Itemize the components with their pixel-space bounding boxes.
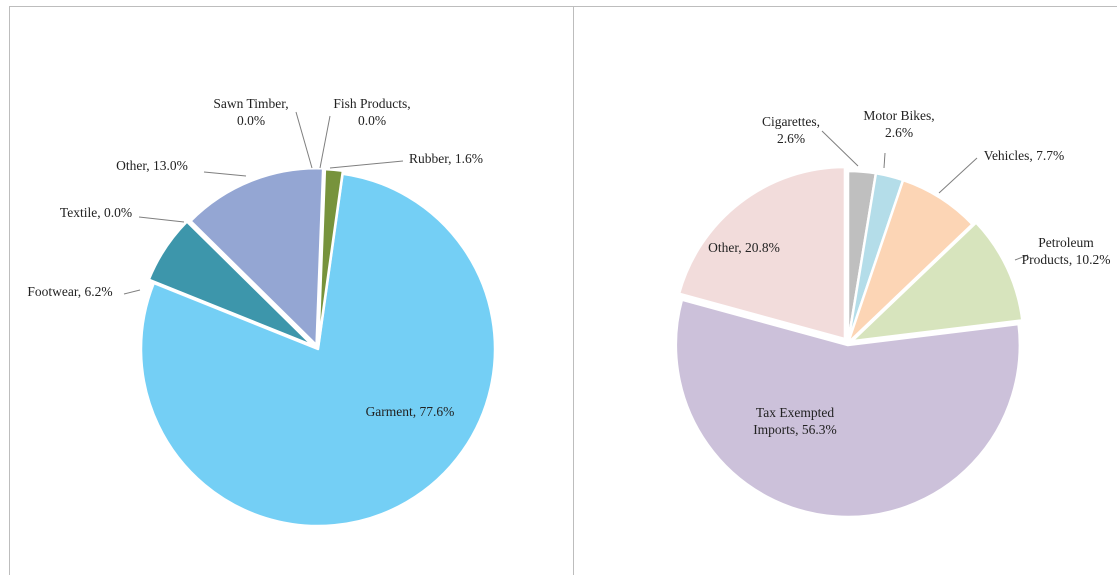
slice-data-label: Rubber, 1.6%	[409, 151, 483, 166]
left-panel-border	[9, 6, 10, 575]
pie-slice	[317, 167, 345, 348]
pie-slice	[677, 165, 847, 341]
leader-line	[123, 289, 141, 295]
leader-line	[883, 152, 886, 169]
pie-slice	[189, 167, 325, 347]
pie-slice	[139, 172, 497, 528]
imports-pie-chart: Cigarettes, 2.6% Motor Bikes, 2.6% Vehicles,…	[674, 108, 1111, 519]
slice-data-label: Other, 20.8%	[708, 240, 780, 255]
slice-data-label: Sawn Timber, 0.0%	[213, 96, 288, 128]
exports-pie-chart: Garment, 77.6% Footwear, 6.2% Textile, 0.0…	[27, 96, 497, 528]
pie-slice	[147, 220, 315, 347]
pie-slice	[850, 221, 1024, 343]
leader-line	[329, 160, 404, 169]
slice-data-label: Other, 13.0%	[116, 158, 188, 173]
slice-data-label: Garment, 77.6%	[366, 404, 455, 419]
leader-line	[1014, 254, 1029, 261]
leader-line	[821, 130, 859, 167]
slice-data-label: Footwear, 6.2%	[27, 284, 112, 299]
pie-slice	[846, 178, 974, 345]
pie-slice	[674, 298, 1022, 519]
top-border	[9, 6, 1117, 7]
slice-data-label: Vehicles, 7.7%	[984, 148, 1065, 163]
slice-data-label: Cigarettes, 2.6%	[762, 114, 820, 146]
leader-line	[203, 171, 247, 177]
slice-data-label: Fish Products, 0.0%	[333, 96, 410, 128]
leader-line	[138, 216, 185, 223]
leader-line	[319, 115, 331, 169]
slice-data-label: Textile, 0.0%	[60, 205, 132, 220]
slice-data-label: Petroleum Products, 10.2%	[1022, 235, 1111, 267]
slice-data-label: Tax Exempted Imports, 56.3%	[753, 405, 837, 437]
leader-line	[938, 157, 978, 194]
slice-data-label: Motor Bikes, 2.6%	[863, 108, 934, 140]
panel-divider	[573, 6, 574, 575]
leader-line	[295, 111, 313, 169]
